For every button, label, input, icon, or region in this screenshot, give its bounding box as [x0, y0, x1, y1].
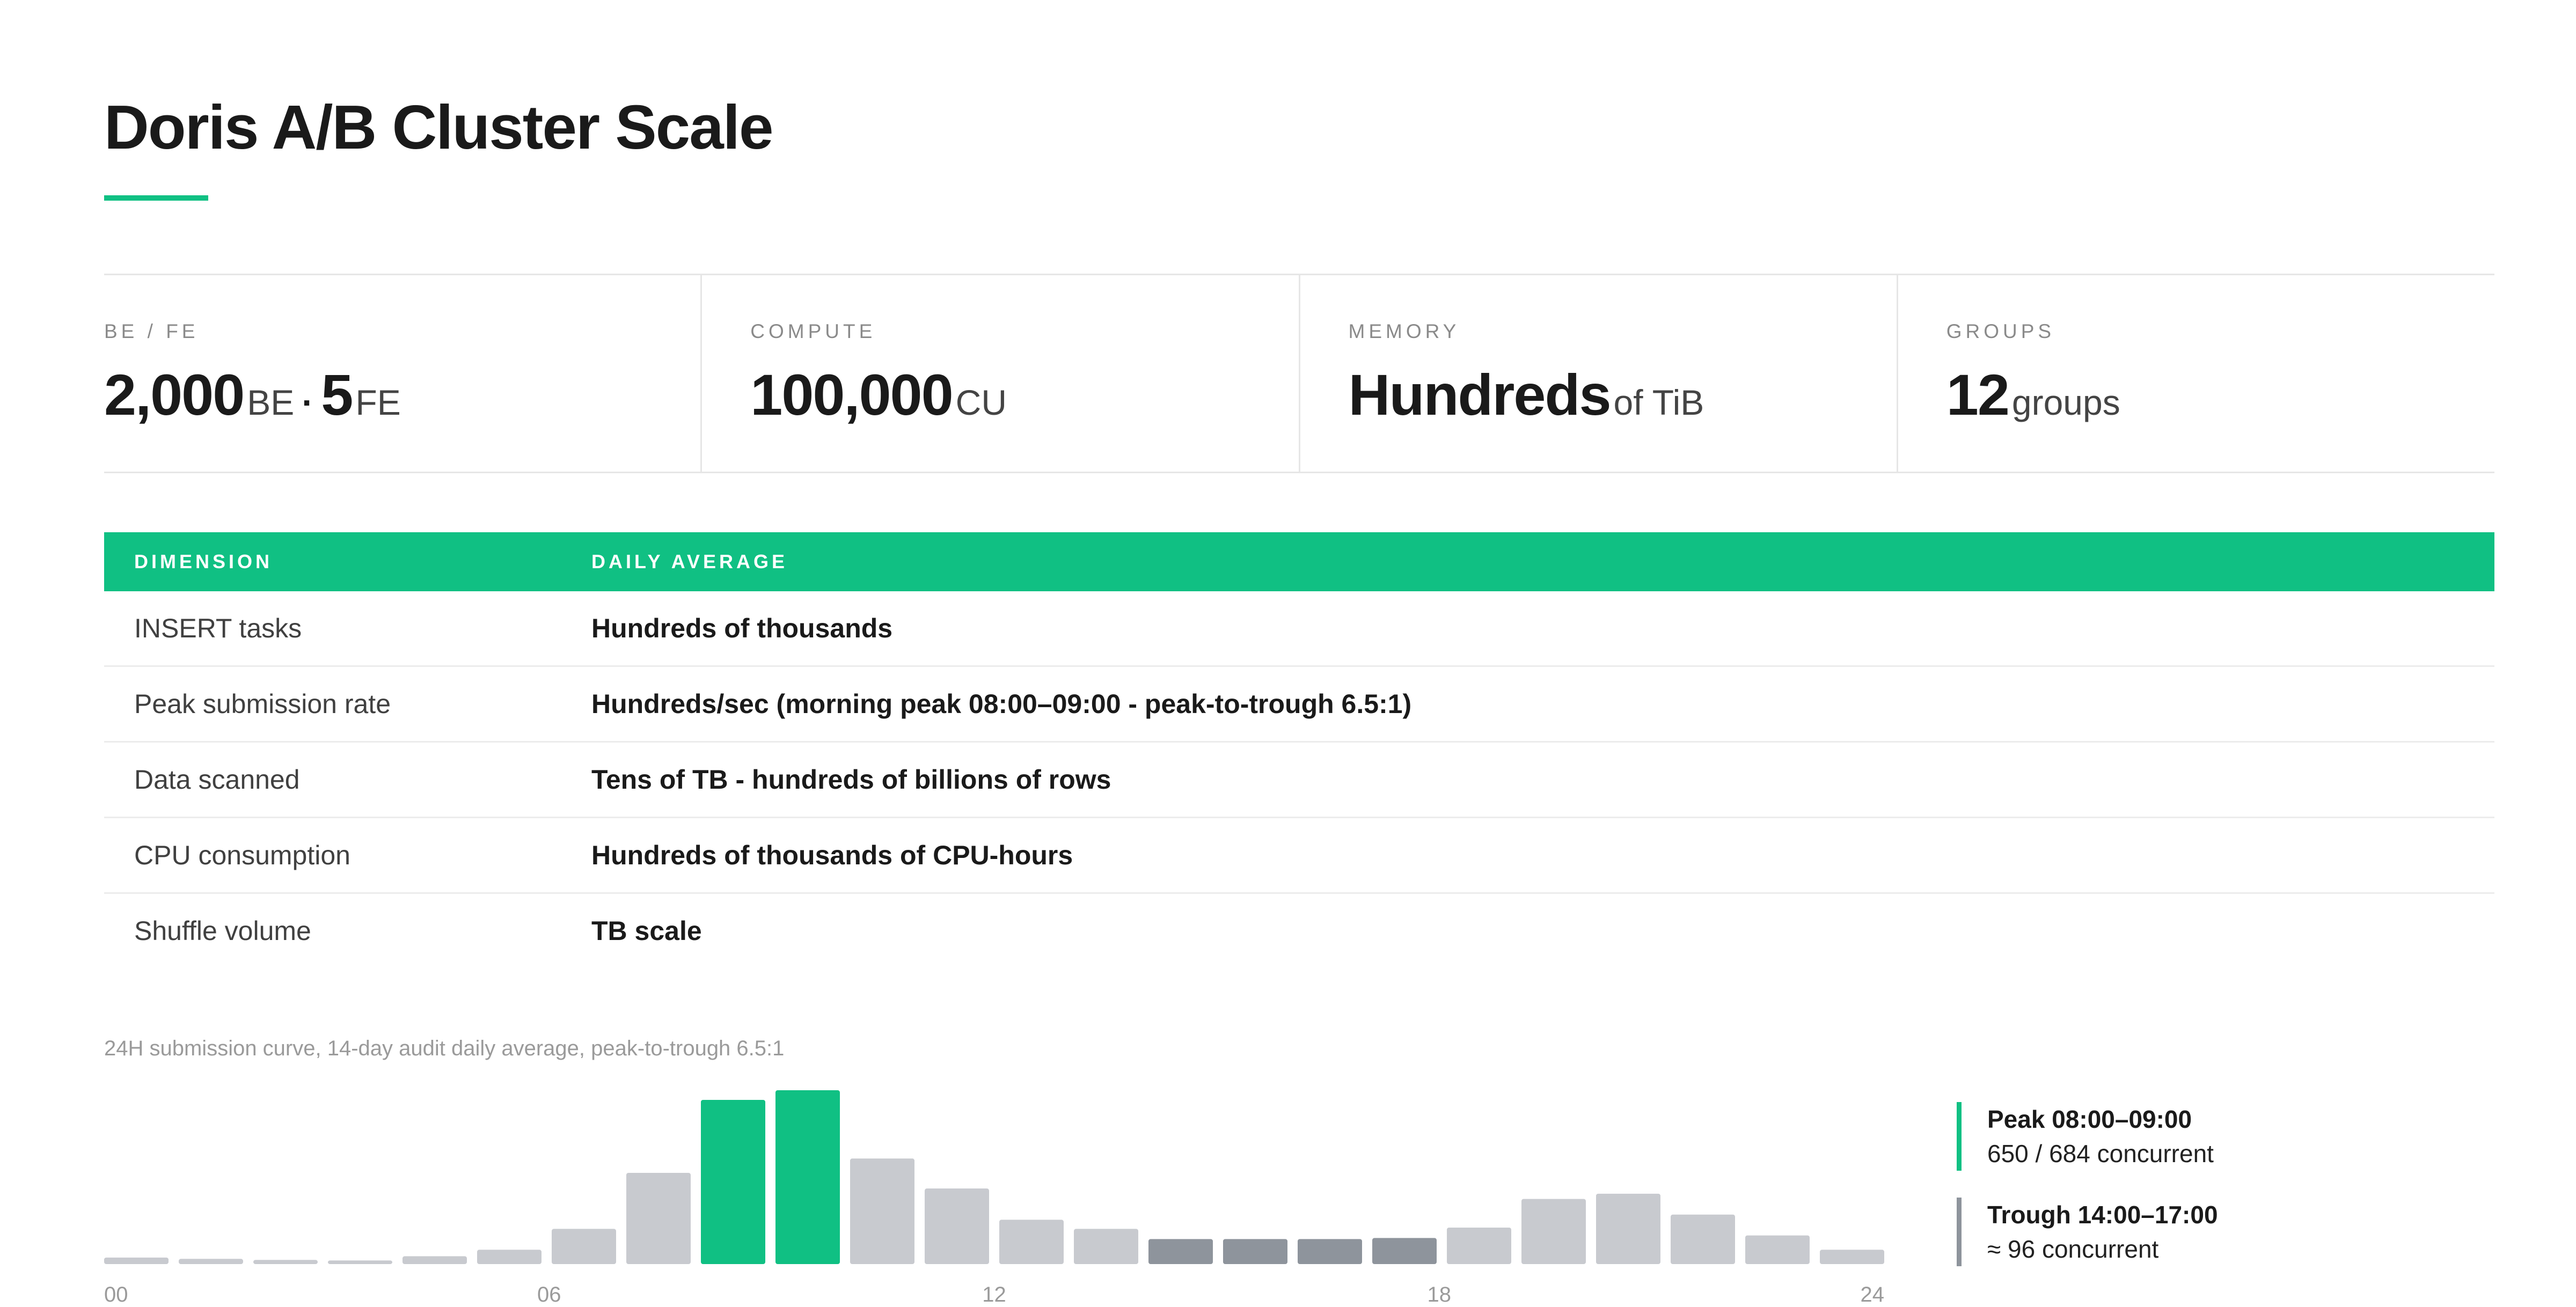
bar-hour-23: [1820, 1250, 1884, 1264]
bar-hour-03: [328, 1260, 392, 1264]
bar-hour-20: [1596, 1193, 1660, 1264]
bar-hour-11: [925, 1188, 989, 1264]
bar-hour-06: [552, 1229, 616, 1264]
dimension-cell: Data scanned: [104, 741, 591, 818]
value-cell: Tens of TB - hundreds of billions of row…: [591, 741, 2494, 818]
value-cell: TB scale: [591, 916, 702, 946]
kpi-value: Hundredsof TiB: [1349, 361, 1704, 428]
kpi-separator: ·: [302, 383, 314, 422]
kpi-unit-secondary: FE: [355, 383, 401, 422]
x-tick-label: 12: [982, 1283, 1006, 1306]
trough-callout: Trough 14:00–17:00 ≈ 96 concurrent: [1957, 1198, 2218, 1266]
bar-hour-17: [1372, 1238, 1437, 1264]
kpi-unit: of TiB: [1613, 383, 1704, 422]
kpi-unit: groups: [2011, 383, 2120, 422]
bar-hour-12: [999, 1220, 1064, 1264]
column-header-dimension: DIMENSION: [104, 532, 591, 591]
dimension-cell: Shuffle volume: [134, 916, 311, 946]
kpi-unit: BE: [247, 383, 295, 422]
bar-hour-13: [1074, 1229, 1138, 1264]
peak-callout-title: Peak 08:00–09:00: [1987, 1105, 2192, 1133]
kpi-label: GROUPS: [1946, 320, 2055, 342]
x-tick-label: 18: [1428, 1283, 1452, 1306]
bar-hour-00: [104, 1257, 169, 1264]
bar-hour-10: [850, 1158, 914, 1264]
bar-hour-21: [1671, 1214, 1735, 1264]
table-row: INSERT tasks Hundreds of thousands: [104, 591, 2494, 667]
kpi-number: 100,000: [750, 362, 953, 427]
table-row: Shuffle volume TB scale: [104, 893, 2494, 968]
kpi-memory: MEMORY Hundredsof TiB: [1298, 275, 1897, 472]
kpi-strip: BE / FE 2,000BE · 5FE COMPUTE 100,000CU ME…: [104, 274, 2494, 473]
dimension-cell: CPU consumption: [104, 817, 591, 894]
bar-hour-07: [626, 1173, 691, 1264]
table-row: Peak submission rate Hundreds/sec (morni…: [104, 666, 2494, 743]
kpi-label: MEMORY: [1348, 320, 1460, 342]
dimension-cell: Peak submission rate: [104, 666, 591, 743]
kpi-value: 2,000BE · 5FE: [104, 361, 401, 428]
bar-hour-08: [701, 1100, 765, 1264]
scale-table: DIMENSION DAILY AVERAGE INSERT tasks Hun…: [104, 532, 2494, 968]
x-tick-label: 24: [1861, 1283, 1885, 1306]
bar-hour-09: [775, 1090, 840, 1264]
page: Doris A/B Cluster Scale BE / FE 2,000BE ·…: [104, 0, 2494, 1307]
bar-hour-15: [1223, 1239, 1287, 1264]
bar-hour-22: [1745, 1235, 1810, 1264]
x-tick-label: 00: [104, 1283, 128, 1306]
kpi-value: 100,000CU: [750, 361, 1007, 428]
peak-callout: Peak 08:00–09:00 650 / 684 concurrent: [1957, 1102, 2214, 1171]
kpi-number: Hundreds: [1348, 362, 1612, 427]
kpi-compute: COMPUTE 100,000CU: [700, 275, 1298, 472]
bar-hour-18: [1447, 1228, 1511, 1264]
kpi-be-fe: BE / FE 2,000BE · 5FE: [104, 275, 700, 472]
title-underline: [104, 195, 208, 201]
bar-hour-05: [477, 1250, 541, 1264]
bar-hour-01: [179, 1259, 243, 1264]
trough-callout-title: Trough 14:00–17:00: [1987, 1201, 2218, 1229]
bar-hour-19: [1521, 1199, 1586, 1264]
column-header-daily-average: DAILY AVERAGE: [591, 532, 2494, 591]
value-cell: Hundreds of thousands: [591, 591, 2494, 667]
kpi-label: COMPUTE: [750, 320, 876, 342]
bar-hour-16: [1298, 1239, 1362, 1264]
bar-hour-04: [402, 1256, 467, 1264]
table-row: CPU consumption Hundreds of thousands of…: [104, 817, 2494, 894]
kpi-groups: GROUPS 12groups: [1896, 275, 2494, 472]
chart-title: 24H submission curve, 14-day audit daily…: [104, 1037, 785, 1060]
dimension-cell: INSERT tasks: [104, 591, 591, 667]
kpi-number: 2,000: [104, 362, 245, 427]
value-cell: Hundreds/sec (morning peak 08:00–09:00 -…: [591, 666, 2494, 743]
value-cell: Hundreds of thousands of CPU-hours: [591, 817, 2494, 894]
kpi-number-secondary: 5: [321, 362, 353, 427]
kpi-unit: CU: [955, 383, 1007, 422]
kpi-label: BE / FE: [104, 320, 199, 342]
bar-hour-14: [1148, 1239, 1213, 1264]
peak-callout-text: 650 / 684 concurrent: [1987, 1140, 2214, 1168]
submission-bar-chart: 00 06 12 18 24: [104, 1090, 1885, 1306]
x-tick-label: 06: [537, 1283, 561, 1306]
table-row: Data scanned Tens of TB - hundreds of bi…: [104, 741, 2494, 818]
bar-hour-02: [253, 1260, 318, 1264]
page-title: Doris A/B Cluster Scale: [104, 92, 773, 162]
kpi-value: 12groups: [1946, 361, 2120, 428]
trough-callout-text: ≈ 96 concurrent: [1987, 1235, 2159, 1263]
kpi-number: 12: [1946, 362, 2010, 427]
table-header-row: DIMENSION DAILY AVERAGE: [104, 532, 2494, 591]
